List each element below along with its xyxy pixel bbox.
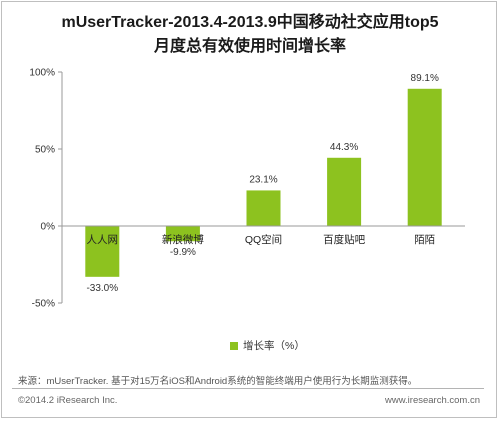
category-label: 百度贴吧 [323, 233, 365, 246]
source-note: 来源：mUserTracker. 基于对15万名iOS和Android系统的智能… [18, 376, 418, 387]
legend: 增长率（%） [230, 338, 305, 353]
category-label: QQ空间 [245, 233, 282, 246]
data-label: -9.9% [170, 247, 196, 258]
y-tick-label: 50% [35, 145, 55, 156]
bar [85, 226, 120, 277]
chart-title-line1: mUserTracker-2013.4-2013.9中国移动社交应用top5 [61, 14, 439, 31]
bar [165, 226, 200, 242]
chart-title-line2: 月度总有效使用时间增长率 [153, 38, 346, 55]
category-label: 人人网 [87, 234, 119, 246]
website: www.iresearch.com.cn [384, 395, 480, 406]
bar [327, 157, 362, 226]
data-label: 23.1% [249, 174, 277, 185]
data-label: 44.3% [330, 142, 358, 153]
data-label: -33.0% [86, 283, 118, 294]
bar [246, 190, 281, 226]
copyright: ©2014.2 iResearch Inc. [18, 395, 118, 406]
legend-label: 增长率（%） [243, 340, 305, 352]
legend-swatch [230, 341, 238, 350]
y-tick-label: 0% [41, 222, 56, 233]
category-label: 陌陌 [414, 234, 435, 246]
data-label: 89.1% [411, 73, 439, 84]
y-tick-label: 100% [29, 68, 55, 79]
footer-divider [12, 388, 484, 389]
y-tick-label: -50% [32, 299, 55, 310]
category-label: 新浪微博 [162, 233, 204, 246]
bar [407, 88, 442, 226]
